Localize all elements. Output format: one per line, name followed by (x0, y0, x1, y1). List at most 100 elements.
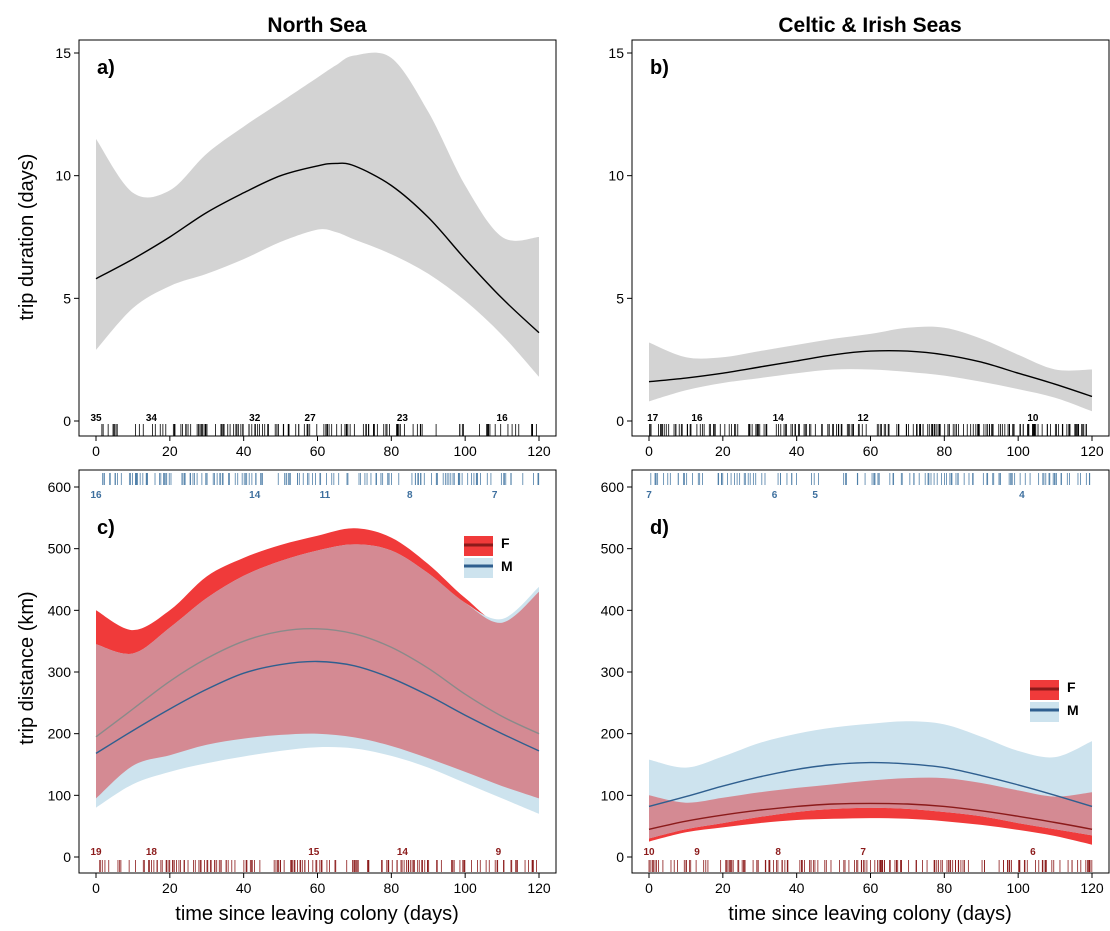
x-tick-label: 40 (236, 880, 252, 896)
panel-a: 35 34 32 27 23 16 a) 0 5 10 15 0 20 40 60 80 100 120 (55, 39, 557, 459)
y-tick-label: 15 (55, 45, 71, 61)
count-bottom: 10 (1027, 413, 1039, 424)
x-tick-label: 100 (1006, 443, 1030, 459)
x-tick-label: 100 (453, 443, 477, 459)
count-bottom: 17 (647, 413, 659, 424)
y-tick-label: 600 (48, 479, 72, 495)
x-tick-label: 80 (937, 880, 953, 896)
y-axis-label-trip-duration: trip duration (days) (16, 154, 38, 321)
x-tick-label: 80 (384, 443, 400, 459)
x-tick-label: 40 (789, 443, 805, 459)
count-bottom: 19 (90, 847, 102, 858)
count-bottom: 34 (146, 413, 158, 424)
y-tick-label: 300 (48, 664, 72, 680)
x-tick-label: 100 (1006, 880, 1030, 896)
fit-line-fit (95, 162, 540, 334)
count-bottom: 6 (1030, 847, 1036, 858)
y-axis-label-trip-distance: trip distance (km) (16, 591, 38, 744)
count-top: 8 (407, 490, 413, 501)
x-tick-label: 20 (715, 880, 731, 896)
y-tick-label: 400 (48, 602, 72, 618)
y-tick-label: 10 (55, 168, 71, 184)
legend-label-male: M (501, 558, 513, 574)
fit-line-fit (648, 349, 1093, 398)
count-bottom: 35 (90, 413, 102, 424)
y-tick-label: 200 (48, 726, 72, 742)
y-tick-label: 400 (601, 602, 625, 618)
panel-label: c) (97, 517, 115, 539)
panel-label: d) (650, 517, 669, 539)
plot-area-d: 10 9 8 7 6 7 6 5 4 (643, 473, 1093, 872)
count-bottom: 32 (249, 413, 261, 424)
x-tick-label: 120 (1080, 880, 1104, 896)
x-tick-label: 60 (310, 443, 326, 459)
panel-d: 10 9 8 7 6 7 6 5 4 d) 0 100 200 300 400 500 600 0 20 40 60 80… (601, 469, 1110, 896)
count-bottom: 16 (691, 413, 703, 424)
legend-swatch-male-band (1030, 702, 1059, 722)
y-tick-label: 5 (616, 290, 624, 306)
x-tick-label: 0 (645, 443, 653, 459)
y-tick-label: 0 (616, 413, 624, 429)
count-top: 11 (320, 490, 331, 501)
count-bottom: 27 (305, 413, 317, 424)
count-top: 7 (492, 490, 498, 501)
count-bottom: 12 (858, 413, 870, 424)
count-top: 7 (646, 490, 652, 501)
ci-overlap-band (649, 777, 1092, 839)
plot-area-b: 17 16 14 12 10 (647, 326, 1093, 436)
x-tick-label: 20 (715, 443, 731, 459)
x-tick-label: 20 (162, 443, 178, 459)
y-tick-label: 200 (601, 726, 625, 742)
x-tick-label: 40 (789, 880, 805, 896)
x-tick-label: 100 (453, 880, 477, 896)
count-bottom: 18 (146, 847, 158, 858)
count-top: 16 (90, 490, 102, 501)
legend-swatch-male-band (464, 558, 493, 578)
y-tick-label: 300 (601, 664, 625, 680)
x-tick-label: 0 (645, 880, 653, 896)
x-tick-label: 80 (384, 880, 400, 896)
panel-b: 17 16 14 12 10 b) 0 5 10 15 0 20 40 60 80 100 120 (608, 39, 1110, 459)
count-top: 6 (772, 490, 778, 501)
x-tick-label: 80 (937, 443, 953, 459)
y-tick-label: 15 (608, 45, 624, 61)
fit-line-f (95, 628, 540, 738)
count-bottom: 23 (397, 413, 409, 424)
panel-c: 19 18 15 14 9 16 14 11 8 7 c) 0 100 200 300 400 500 600 0 2… (48, 469, 557, 896)
count-top: 5 (812, 490, 818, 501)
count-bottom: 14 (773, 413, 785, 424)
y-tick-label: 500 (48, 541, 72, 557)
y-tick-label: 5 (63, 290, 71, 306)
fit-line-f (648, 802, 1093, 830)
x-tick-label: 0 (92, 443, 100, 459)
count-bottom: 15 (308, 847, 320, 858)
count-bottom: 9 (694, 847, 700, 858)
y-tick-label: 0 (616, 849, 624, 865)
y-tick-label: 500 (601, 541, 625, 557)
plot-area-a: 35 34 32 27 23 16 (90, 52, 540, 436)
count-top: 4 (1019, 490, 1025, 501)
x-tick-label: 120 (1080, 443, 1104, 459)
y-tick-label: 10 (608, 168, 624, 184)
count-top: 14 (249, 490, 261, 501)
x-tick-label: 60 (863, 443, 879, 459)
x-tick-label: 60 (863, 880, 879, 896)
count-bottom: 7 (860, 847, 866, 858)
legend-label-female: F (1067, 679, 1076, 695)
y-tick-label: 100 (601, 787, 625, 803)
plot-area-c: 19 18 15 14 9 16 14 11 8 7 (90, 473, 540, 872)
count-bottom: 16 (497, 413, 509, 424)
y-tick-label: 100 (48, 787, 72, 803)
x-tick-label: 120 (527, 443, 551, 459)
ci-overlap-band (96, 544, 539, 799)
x-tick-label: 60 (310, 880, 326, 896)
ci-band-fit (96, 52, 539, 377)
legend-label-male: M (1067, 702, 1079, 718)
y-tick-label: 0 (63, 849, 71, 865)
x-axis-label-right: time since leaving colony (days) (728, 903, 1011, 925)
fit-line-m (95, 660, 540, 754)
count-bottom: 8 (775, 847, 781, 858)
ci-band-fit (649, 326, 1092, 412)
